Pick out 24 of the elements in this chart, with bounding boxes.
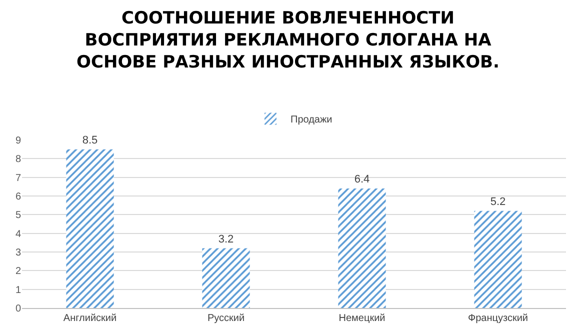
data-label: 6.4: [354, 174, 370, 186]
y-tick-label: 8: [15, 154, 22, 166]
y-tick-label: 4: [15, 228, 22, 240]
data-label: 3.2: [218, 233, 234, 246]
y-tick-label: 9: [15, 136, 22, 146]
bar: [474, 210, 522, 308]
y-tick-label: 6: [15, 192, 22, 202]
x-tick-label: Французский: [468, 313, 528, 324]
bar: [202, 248, 250, 308]
chart-title: СООТНОШЕНИЕ ВОВЛЕЧЕННОСТИ ВОСПРИЯТИЯ РЕКЛАМНОГО СЛОГАНА НА ОСНОВЕ РАЗНЫХ ИНОСТРАННЫХ ЯЗЫКОВ.: [76, 8, 500, 73]
y-tick-label: 7: [15, 172, 22, 184]
y-tick-label: 0: [15, 304, 22, 314]
y-tick-label: 3: [15, 248, 22, 258]
data-label: 8.5: [82, 134, 98, 146]
y-tick-label: 5: [15, 210, 22, 222]
x-tick-label: Немецкий: [338, 313, 386, 324]
bar: [338, 188, 386, 308]
y-tick-label: 1: [15, 284, 22, 296]
bar: [66, 149, 114, 308]
text: Продажи: [290, 114, 332, 126]
y-tick-label: 2: [15, 266, 22, 278]
data-label: 5.2: [490, 196, 506, 208]
x-tick-label: Русский: [207, 313, 245, 324]
x-tick-label: Английский: [63, 313, 117, 324]
